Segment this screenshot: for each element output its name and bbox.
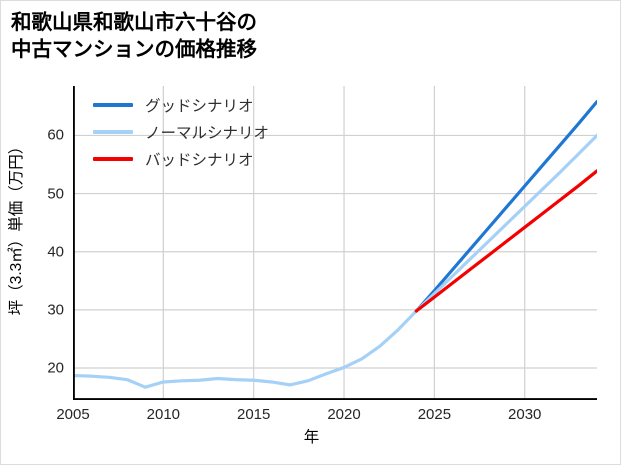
plot-area <box>73 86 597 400</box>
x-tick-label: 2005 <box>56 406 90 423</box>
x-tick-label: 2015 <box>237 406 271 423</box>
y-tick-label: 20 <box>47 359 64 377</box>
legend-item[interactable]: ノーマルシナリオ <box>93 118 269 145</box>
grid-lines <box>73 86 597 400</box>
legend-label: バッドシナリオ <box>145 151 254 169</box>
y-tick-label: 40 <box>47 243 64 261</box>
legend-label: ノーマルシナリオ <box>145 124 270 142</box>
legend-color-swatch <box>93 102 133 107</box>
y-tick-label: 50 <box>47 185 64 203</box>
series-line <box>73 133 597 389</box>
y-tick-label: 60 <box>47 126 64 144</box>
x-tick-label: 2030 <box>508 406 542 423</box>
chart-legend: グッドシナリオ ノーマルシナリオ バッドシナリオ <box>93 91 269 172</box>
legend-color-swatch <box>93 129 133 134</box>
x-tick-label: 2020 <box>327 406 361 423</box>
legend-label: グッドシナリオ <box>145 97 254 115</box>
x-tick-label: 2025 <box>417 406 452 423</box>
chart-canvas <box>73 86 597 400</box>
x-axis-label: 年 <box>303 429 320 446</box>
legend-item[interactable]: バッドシナリオ <box>93 145 269 172</box>
chart-title: 和歌山県和歌山市六十谷の 中古マンションの価格推移 <box>11 11 257 62</box>
axis-spines <box>73 86 597 400</box>
legend-item[interactable]: グッドシナリオ <box>93 91 269 118</box>
y-axis-label: 坪（3.3㎡）単価（万円） <box>8 138 25 316</box>
x-tick-label: 2010 <box>146 406 181 423</box>
y-tick-label: 30 <box>47 301 64 319</box>
series-line <box>414 169 597 313</box>
series-line <box>414 100 597 313</box>
legend-color-swatch <box>93 156 133 161</box>
data-series-group <box>73 100 597 389</box>
